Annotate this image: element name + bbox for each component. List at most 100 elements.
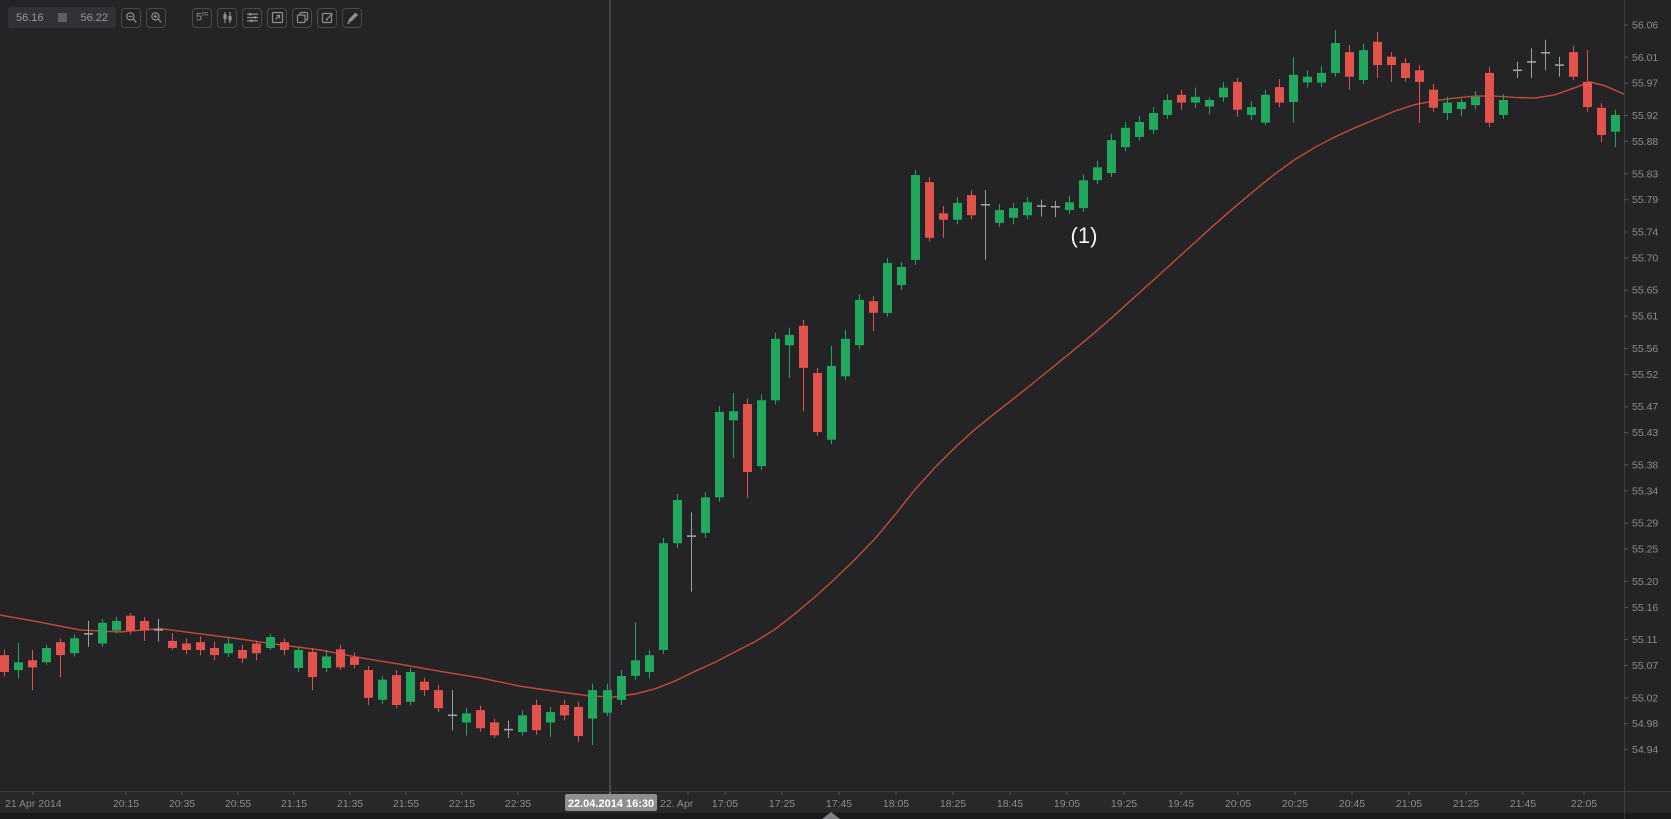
draw-button[interactable] xyxy=(342,7,362,28)
time-axis-label: 20:45 xyxy=(1339,798,1365,810)
candle-body xyxy=(1205,100,1214,107)
candle-body xyxy=(168,640,177,648)
zoom-out-icon xyxy=(125,11,138,24)
candle-body xyxy=(1611,114,1620,132)
candle-body xyxy=(84,633,93,635)
candle-body xyxy=(140,620,149,631)
candle-body xyxy=(546,712,555,723)
candle-body xyxy=(911,175,920,260)
candle-body xyxy=(813,373,822,432)
candle-body xyxy=(1009,208,1018,218)
candle-body xyxy=(14,662,23,671)
candle-body xyxy=(1331,43,1340,73)
note-edit-icon xyxy=(321,11,334,24)
candle-body xyxy=(1289,74,1298,102)
candle-body xyxy=(603,690,612,713)
candle-body xyxy=(0,655,9,672)
time-axis-label: 18:05 xyxy=(883,798,909,810)
candle-body xyxy=(995,210,1004,223)
candle-body xyxy=(336,649,345,668)
candle-body xyxy=(308,651,317,678)
zoom-in-button[interactable] xyxy=(146,7,166,28)
candle-body xyxy=(28,660,37,668)
candle-body xyxy=(434,690,443,709)
spread-indicator-icon xyxy=(57,13,67,22)
time-axis-strip[interactable] xyxy=(0,791,1671,813)
box-arrow-icon xyxy=(271,11,284,24)
price-axis-label: 54.98 xyxy=(1632,718,1658,730)
candle-body xyxy=(1485,72,1494,123)
zoom-in-icon xyxy=(150,11,163,24)
candle-body xyxy=(532,705,541,731)
time-axis-label: 21:55 xyxy=(393,798,419,810)
moving-average-line xyxy=(0,81,1625,698)
price-axis-label: 55.97 xyxy=(1632,78,1658,90)
candle-body xyxy=(490,722,499,736)
price-axis[interactable] xyxy=(1625,0,1671,819)
price-axis-label: 56.01 xyxy=(1632,52,1658,64)
candle-body xyxy=(841,338,850,377)
candle-body xyxy=(112,620,121,631)
chart-type-button[interactable] xyxy=(217,7,237,28)
timeframe-button[interactable]: 5m xyxy=(192,7,212,28)
candle-body xyxy=(729,411,738,421)
time-axis-label: 21:25 xyxy=(1453,798,1479,810)
candle-body xyxy=(574,706,583,736)
time-axis-label: 21:15 xyxy=(281,798,307,810)
candle-body xyxy=(771,338,780,401)
zoom-out-button[interactable] xyxy=(121,7,141,28)
candle-body xyxy=(1513,69,1522,72)
candle-body xyxy=(617,675,626,700)
copy-chart-button[interactable] xyxy=(292,7,312,28)
candle-body xyxy=(210,648,219,656)
indicators-button[interactable] xyxy=(242,7,262,28)
price-axis-label: 55.47 xyxy=(1632,401,1658,413)
candle-body xyxy=(827,365,836,440)
candle-body xyxy=(1037,205,1046,207)
candle-body xyxy=(1219,87,1228,98)
price-axis-label: 55.61 xyxy=(1632,311,1658,323)
candle-body xyxy=(588,690,597,719)
wave-annotation-label[interactable]: (1) xyxy=(1071,223,1098,248)
price-axis-label: 54.94 xyxy=(1632,744,1658,756)
time-axis-label: 22. Apr xyxy=(660,798,694,810)
candle-body xyxy=(322,656,331,668)
candle-body xyxy=(645,655,654,672)
candle-body xyxy=(1569,52,1578,77)
candle-body xyxy=(1261,94,1270,123)
chart-toolbar: 56.16 56.22 5m xyxy=(8,7,362,28)
time-axis-label: 19:05 xyxy=(1054,798,1080,810)
price-axis-label: 55.52 xyxy=(1632,369,1658,381)
candle-body xyxy=(280,642,289,650)
candle-body xyxy=(56,642,65,656)
candle-body xyxy=(224,643,233,654)
time-axis-label: 17:25 xyxy=(769,798,795,810)
chart-mode-button[interactable] xyxy=(267,7,287,28)
candle-body xyxy=(1597,107,1606,135)
candle-body xyxy=(1275,87,1284,103)
quote-panel[interactable]: 56.16 56.22 xyxy=(8,7,116,28)
candle-body xyxy=(154,629,163,631)
candle-body xyxy=(1135,122,1144,137)
candle-body xyxy=(897,267,906,286)
price-axis-label: 55.20 xyxy=(1632,576,1658,588)
time-axis-label: 21 Apr 2014 xyxy=(5,798,62,810)
candle-body xyxy=(448,714,457,717)
scroll-to-latest-button[interactable] xyxy=(822,812,840,819)
candle-body xyxy=(196,642,205,650)
candle-body xyxy=(1247,107,1256,115)
candle-body xyxy=(673,499,682,544)
candle-body xyxy=(785,334,794,346)
candle-body xyxy=(126,615,135,631)
edit-notes-button[interactable] xyxy=(317,7,337,28)
candle-body xyxy=(1163,100,1172,115)
time-axis-label: 22:15 xyxy=(449,798,475,810)
time-axis-label: 22:05 xyxy=(1571,798,1597,810)
candle-body xyxy=(1401,63,1410,78)
candlestick-icon xyxy=(221,11,234,24)
candle-body xyxy=(743,404,752,472)
candle-body xyxy=(883,263,892,313)
price-axis-label: 55.74 xyxy=(1632,227,1658,239)
price-axis-label: 55.43 xyxy=(1632,427,1658,439)
